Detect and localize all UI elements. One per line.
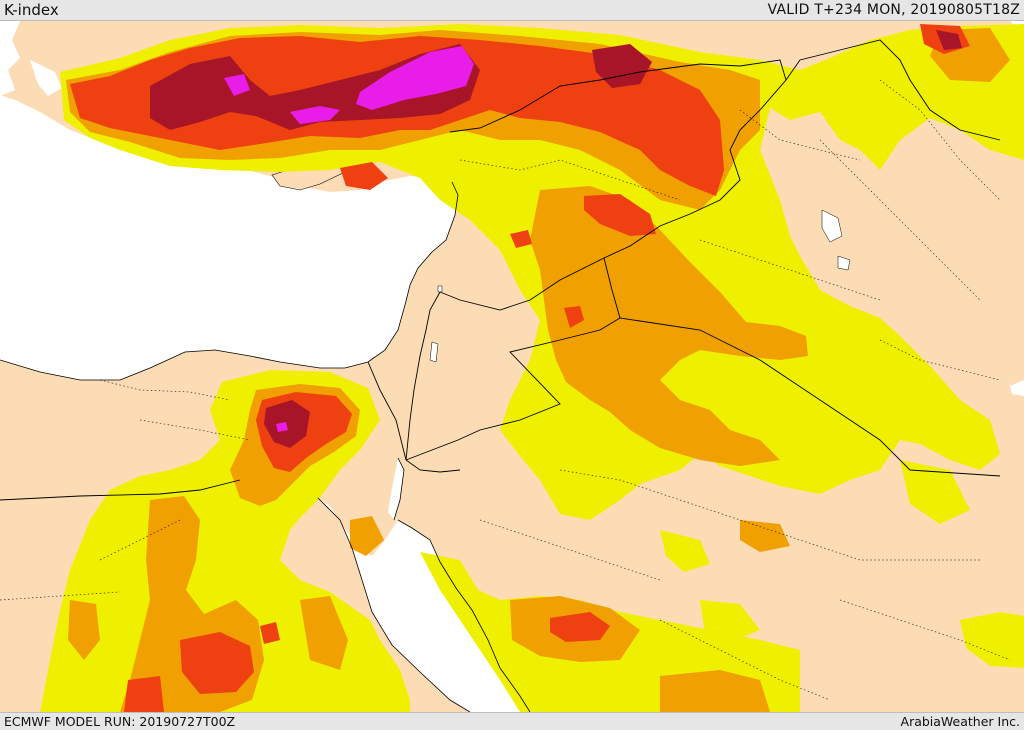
map-title: K-index [4, 1, 59, 19]
aegean-island [30, 60, 62, 96]
red-sea [318, 498, 530, 712]
credit-label: ArabiaWeather Inc. [900, 714, 1020, 729]
aegean-sea [0, 21, 20, 96]
k-index-magenta [224, 46, 474, 432]
coastlines [0, 181, 531, 712]
persian-gulf-edge [1010, 380, 1024, 396]
header-bar: K-index VALID T+234 MON, 20190805T18Z [0, 0, 1024, 21]
mediterranean-sea [0, 95, 458, 380]
gulf-of-aqaba [388, 458, 404, 520]
footer-bar: ECMWF MODEL RUN: 20190727T00Z ArabiaWeat… [0, 712, 1024, 730]
k-index-darkred [150, 30, 962, 448]
country-borders [0, 39, 1001, 501]
lake-tiberias [437, 285, 443, 293]
aegean-island [0, 130, 10, 150]
k-index-map [0, 21, 1024, 712]
model-run-label: ECMWF MODEL RUN: 20190727T00Z [4, 714, 236, 729]
dead-sea [429, 341, 439, 363]
iraq-lake [821, 209, 843, 243]
valid-time: VALID T+234 MON, 20190805T18Z [767, 2, 1020, 18]
province-borders [0, 79, 1011, 701]
iraq-lake [837, 255, 851, 271]
